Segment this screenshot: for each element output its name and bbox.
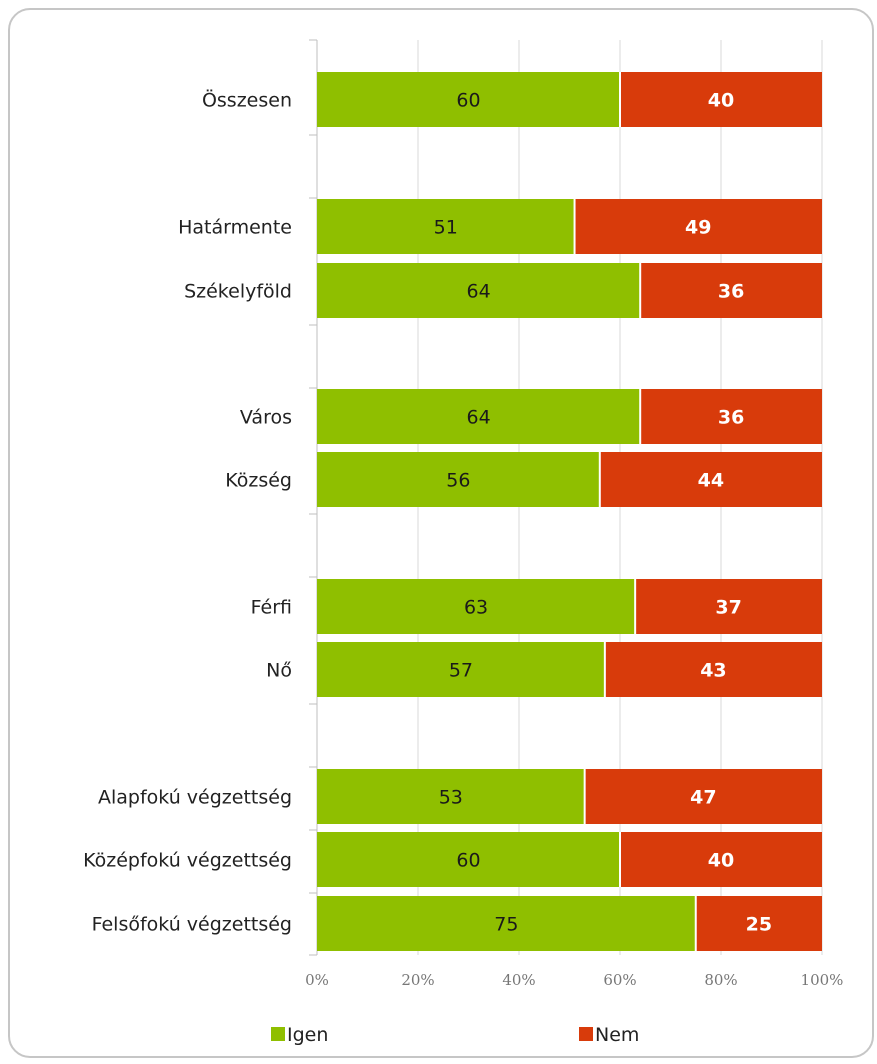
bar-igen	[317, 579, 636, 634]
bar-nem	[620, 72, 822, 127]
data-label-igen: 56	[446, 470, 470, 492]
bar-nem	[599, 452, 822, 507]
bar-igen	[317, 72, 620, 127]
data-label-nem: 25	[746, 914, 772, 936]
bar-nem	[584, 769, 822, 824]
legend-label-nem: Nem	[595, 1024, 639, 1046]
bar-igen	[317, 199, 575, 254]
x-tick-label: 20%	[401, 971, 434, 989]
bar-igen	[317, 832, 620, 887]
category-label: Összesen	[202, 89, 292, 112]
data-label-nem: 36	[718, 281, 744, 303]
bar-igen	[317, 642, 605, 697]
data-label-igen: 51	[434, 217, 458, 239]
bar-igen	[317, 452, 600, 507]
bar-igen	[317, 389, 641, 444]
category-label: Felsőfokú végzettség	[92, 914, 292, 936]
x-tick-label: 80%	[704, 971, 737, 989]
category-label: Város	[240, 407, 292, 429]
category-label: Nő	[266, 660, 292, 682]
data-label-nem: 49	[685, 217, 711, 239]
data-label-igen: 75	[494, 914, 518, 936]
bar-igen	[317, 896, 696, 951]
legend-swatch-igen	[271, 1027, 285, 1041]
x-tick-label: 60%	[603, 971, 636, 989]
data-label-nem: 37	[715, 597, 741, 619]
data-label-igen: 60	[456, 850, 480, 872]
bar-nem	[574, 199, 822, 254]
data-label-igen: 64	[467, 281, 491, 303]
category-label: Határmente	[178, 217, 292, 239]
data-label-nem: 43	[700, 660, 726, 682]
bar-igen	[317, 263, 641, 318]
data-label-nem: 44	[698, 470, 724, 492]
data-label-nem: 40	[708, 90, 734, 112]
category-label: Székelyföld	[184, 281, 292, 303]
data-label-nem: 40	[708, 850, 734, 872]
x-tick-label: 0%	[305, 971, 329, 989]
bar-nem	[635, 579, 822, 634]
data-label-igen: 60	[456, 90, 480, 112]
bar-nem	[640, 263, 822, 318]
x-tick-label: 40%	[502, 971, 535, 989]
bar-nem	[640, 389, 822, 444]
bar-igen	[317, 769, 585, 824]
data-label-igen: 63	[464, 597, 488, 619]
bar-nem	[620, 832, 822, 887]
category-label: Férfi	[251, 597, 292, 619]
data-label-igen: 64	[467, 407, 491, 429]
category-label: Középfokú végzettség	[83, 850, 292, 872]
x-tick-label: 100%	[801, 971, 844, 989]
data-label-nem: 47	[690, 787, 716, 809]
data-label-igen: 53	[439, 787, 463, 809]
legend-label-igen: Igen	[287, 1024, 328, 1046]
category-label: Község	[225, 470, 292, 492]
bar-nem	[604, 642, 822, 697]
bar-nem	[695, 896, 822, 951]
data-label-nem: 36	[718, 407, 744, 429]
category-label: Alapfokú végzettség	[98, 787, 292, 809]
data-label-igen: 57	[449, 660, 473, 682]
legend-swatch-nem	[579, 1027, 593, 1041]
